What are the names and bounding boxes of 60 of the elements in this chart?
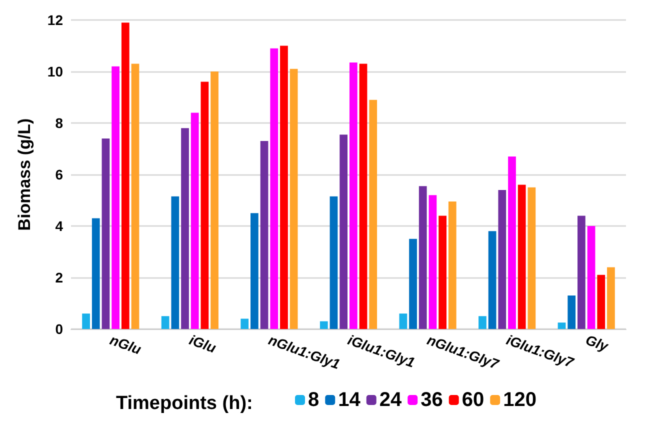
bar bbox=[568, 296, 576, 329]
bar bbox=[448, 202, 456, 329]
legend-label: 8 bbox=[308, 389, 320, 411]
y-tick-label: 0 bbox=[55, 321, 64, 337]
bar bbox=[418, 186, 427, 329]
bar bbox=[131, 64, 140, 329]
bar bbox=[102, 138, 110, 329]
bar bbox=[438, 216, 446, 329]
bar bbox=[280, 46, 288, 329]
bar bbox=[200, 82, 209, 329]
bar bbox=[290, 68, 298, 329]
bar bbox=[488, 231, 496, 329]
bar bbox=[340, 134, 348, 329]
x-tick-label: Gly bbox=[584, 331, 612, 355]
bar bbox=[369, 100, 378, 329]
bar bbox=[260, 141, 268, 329]
bar bbox=[428, 195, 437, 329]
bar bbox=[181, 128, 189, 329]
bar bbox=[528, 187, 536, 329]
x-tick-label: iGlu bbox=[187, 331, 219, 356]
bar bbox=[161, 316, 170, 329]
bar bbox=[82, 314, 90, 329]
bar bbox=[121, 22, 130, 329]
bar bbox=[508, 156, 516, 329]
y-tick-label: 2 bbox=[55, 270, 64, 286]
bar bbox=[112, 66, 120, 329]
bar bbox=[399, 314, 408, 329]
bar bbox=[240, 318, 249, 329]
bar bbox=[171, 196, 180, 329]
bar bbox=[607, 267, 615, 329]
legend-label: 24 bbox=[379, 389, 402, 411]
bar bbox=[330, 196, 338, 329]
bar bbox=[250, 213, 258, 329]
y-tick-label: 4 bbox=[55, 218, 64, 234]
y-tick-label: 10 bbox=[47, 64, 64, 80]
bar bbox=[558, 322, 566, 329]
bar bbox=[92, 218, 100, 329]
legend-title: Timepoints (h): bbox=[116, 393, 253, 414]
bar bbox=[349, 62, 358, 329]
legend-label: 60 bbox=[462, 389, 484, 411]
bar bbox=[190, 112, 199, 329]
bar bbox=[578, 216, 586, 329]
bar bbox=[359, 64, 368, 329]
bar bbox=[409, 238, 417, 329]
bar bbox=[597, 274, 606, 329]
y-axis-title: Biomass (g/L) bbox=[15, 118, 34, 231]
legend-label: 14 bbox=[338, 389, 362, 411]
bar bbox=[518, 184, 526, 329]
bar bbox=[270, 48, 278, 329]
legend-label: 120 bbox=[503, 389, 536, 411]
bar bbox=[320, 321, 328, 329]
bar bbox=[587, 226, 596, 329]
bar bbox=[210, 72, 218, 329]
bar bbox=[478, 316, 486, 329]
legend-label: 36 bbox=[420, 389, 443, 411]
y-tick-label: 8 bbox=[55, 115, 64, 131]
y-tick-label: 12 bbox=[47, 12, 64, 28]
x-tick-label: nGlu bbox=[108, 331, 144, 358]
y-tick-label: 6 bbox=[55, 166, 64, 182]
bar bbox=[498, 190, 506, 329]
